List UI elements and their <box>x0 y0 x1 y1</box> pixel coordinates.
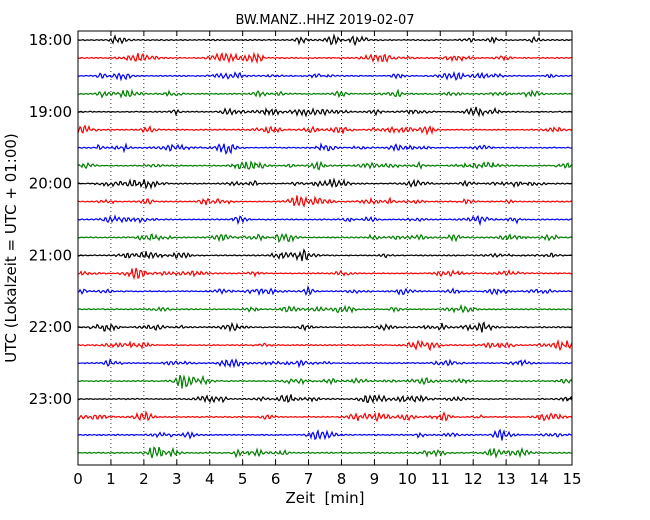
x-tick-label: 10 <box>398 470 417 488</box>
x-axis-label: Zeit [min] <box>285 489 364 507</box>
trace-1800 <box>77 33 573 47</box>
trace-1915 <box>77 124 573 136</box>
trace-2315 <box>77 410 573 423</box>
trace-1900 <box>77 106 573 118</box>
x-tick-label: 4 <box>205 470 215 488</box>
x-tick-label: 3 <box>172 470 182 488</box>
y-tick-label: 23:00 <box>29 390 72 408</box>
x-tick-label: 8 <box>337 470 347 488</box>
trace-1845 <box>77 88 573 99</box>
grid-lines <box>110 31 540 465</box>
x-tick-label: 6 <box>271 470 281 488</box>
y-tick-label: 19:00 <box>29 103 72 121</box>
trace-2045 <box>77 232 573 244</box>
trace-2000 <box>77 177 573 190</box>
y-tick-label: 22:00 <box>29 318 72 336</box>
y-tick-label: 21:00 <box>29 246 72 264</box>
trace-2030 <box>77 214 573 227</box>
chart-title: BW.MANZ..HHZ 2019-02-07 <box>235 13 414 28</box>
y-tick-label: 18:00 <box>29 31 72 49</box>
x-tick-label: 5 <box>238 470 248 488</box>
trace-2330 <box>77 428 573 441</box>
trace-2345 <box>77 446 573 459</box>
x-tick-label: 13 <box>497 470 516 488</box>
trace-2230 <box>77 358 573 369</box>
trace-lines <box>77 33 573 459</box>
trace-1830 <box>77 70 573 82</box>
y-axis: 18:00 19:00 20:00 21:00 22:00 23:00 <box>29 31 572 408</box>
x-tick-label: 12 <box>464 470 483 488</box>
trace-2100 <box>77 248 573 262</box>
y-axis-label: UTC (Lokalzeit = UTC + 01:00) <box>2 133 20 363</box>
trace-2115 <box>77 267 573 281</box>
x-tick-label: 0 <box>73 470 83 488</box>
x-tick-label: 1 <box>106 470 116 488</box>
trace-2015 <box>77 195 573 208</box>
plot-frame <box>77 30 573 466</box>
y-tick-label: 20:00 <box>29 175 72 193</box>
x-tick-label: 9 <box>370 470 380 488</box>
trace-2300 <box>77 393 573 405</box>
x-tick-label: 7 <box>304 470 314 488</box>
x-tick-label: 15 <box>562 470 581 488</box>
trace-2215 <box>77 338 573 352</box>
trace-2245 <box>77 374 573 389</box>
x-axis: 0 1 2 3 4 5 6 7 8 9 10 11 12 13 14 15 <box>73 31 582 488</box>
trace-1930 <box>77 141 573 155</box>
trace-2130 <box>77 284 573 297</box>
trace-2200 <box>77 321 573 333</box>
trace-2145 <box>77 303 573 314</box>
trace-1815 <box>77 51 573 65</box>
x-tick-label: 2 <box>139 470 149 488</box>
x-tick-label: 11 <box>431 470 450 488</box>
trace-1945 <box>77 160 573 171</box>
x-tick-label: 14 <box>530 470 549 488</box>
